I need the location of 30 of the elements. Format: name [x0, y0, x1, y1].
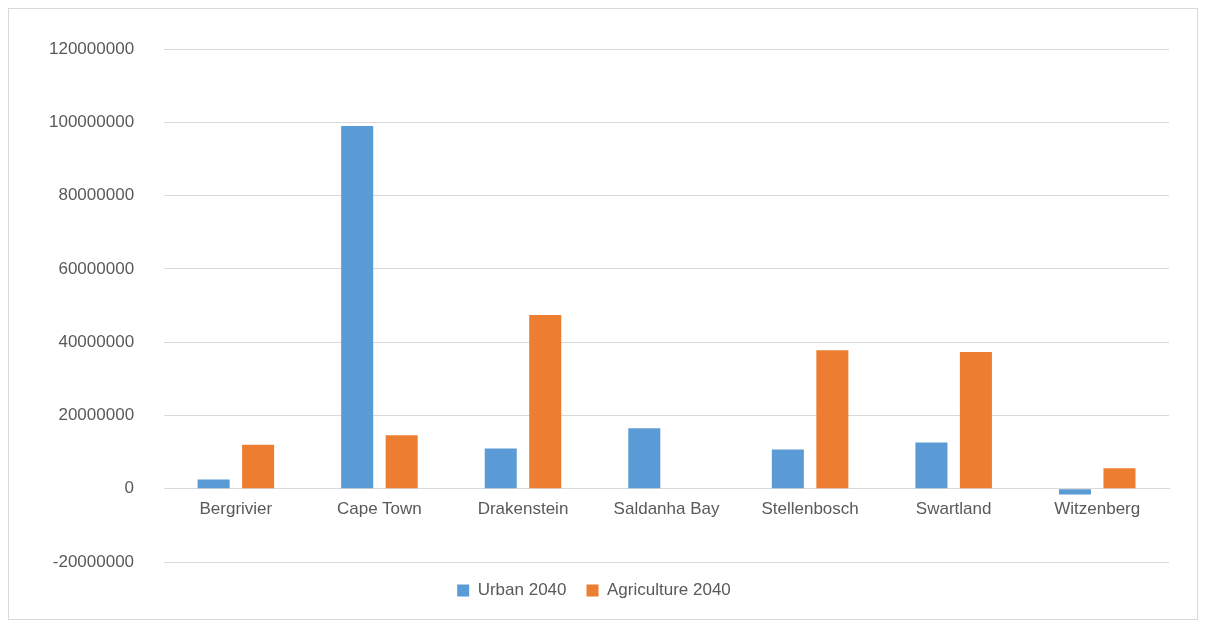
- bar: [628, 428, 661, 489]
- y-tick-label: 0: [124, 478, 135, 498]
- legend-label: Urban 2040: [477, 580, 567, 600]
- bar: [341, 126, 374, 489]
- y-tick-label: 60000000: [58, 258, 135, 278]
- x-tick-label: Drakenstein: [477, 498, 569, 518]
- y-tick-label: 120000000: [49, 38, 135, 58]
- y-tick-label: -20000000: [52, 551, 135, 571]
- bar: [816, 350, 849, 489]
- bar: [959, 352, 992, 489]
- bar: [771, 449, 804, 489]
- bar: [1103, 468, 1136, 489]
- x-tick-label: Saldanha Bay: [613, 498, 720, 518]
- bar: [197, 479, 230, 489]
- y-tick-label: 40000000: [58, 331, 135, 351]
- y-tick-label: 80000000: [58, 185, 135, 205]
- legend-label: Agriculture 2040: [607, 580, 731, 600]
- x-tick-label: Swartland: [915, 498, 992, 518]
- x-tick-label: Witzenberg: [1054, 498, 1141, 518]
- bar: [529, 315, 562, 489]
- bar: [915, 442, 948, 489]
- bar: [242, 444, 275, 489]
- bar: [484, 448, 517, 489]
- x-tick-label: Cape Town: [337, 498, 422, 518]
- x-tick-label: Stellenbosch: [761, 498, 859, 518]
- bar: [1058, 489, 1091, 495]
- x-tick-label: Bergrivier: [199, 498, 273, 518]
- y-tick-label: 100000000: [49, 112, 135, 132]
- bar: [385, 435, 418, 489]
- y-tick-label: 20000000: [58, 405, 135, 425]
